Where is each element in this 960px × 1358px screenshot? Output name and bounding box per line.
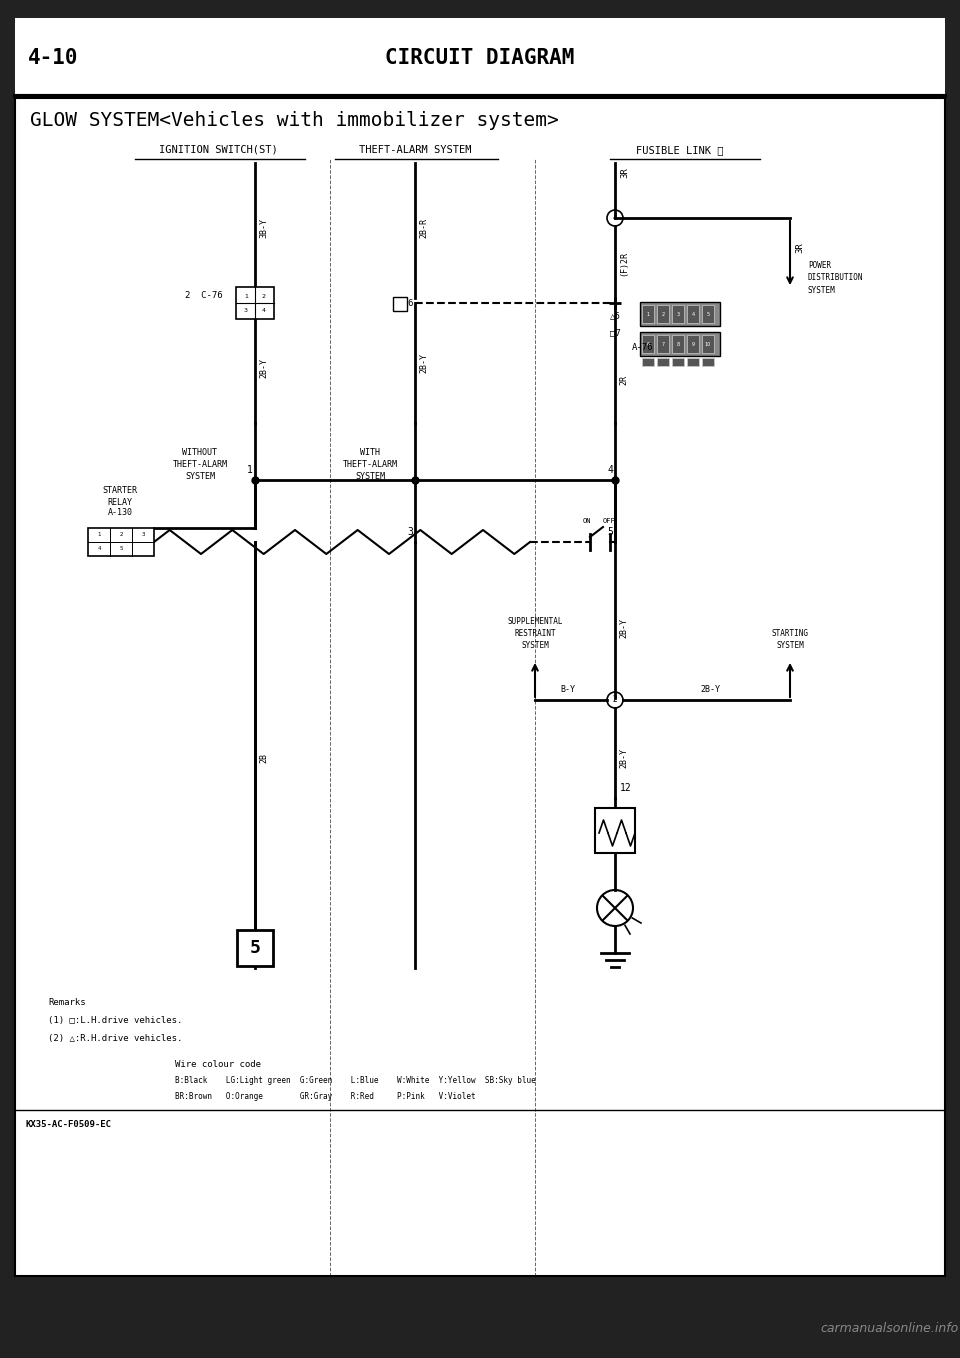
Text: B:Black    LG:Light green  G:Green    L:Blue    W:White  Y:Yellow  SB:Sky blue: B:Black LG:Light green G:Green L:Blue W:… xyxy=(175,1076,536,1085)
Bar xyxy=(672,335,684,353)
Text: 4: 4 xyxy=(97,546,101,551)
Text: 5: 5 xyxy=(119,546,123,551)
Text: 2: 2 xyxy=(661,311,664,316)
Bar xyxy=(657,306,669,323)
Text: 4-10: 4-10 xyxy=(28,48,79,68)
Text: carmanualsonline.info: carmanualsonline.info xyxy=(820,1321,958,1335)
Text: WITHOUT
THEFT-ALARM
SYSTEM: WITHOUT THEFT-ALARM SYSTEM xyxy=(173,448,228,481)
Text: 2B-Y: 2B-Y xyxy=(419,353,428,373)
Text: 2  C-76: 2 C-76 xyxy=(185,291,223,300)
Text: 7: 7 xyxy=(661,341,664,346)
Text: 5: 5 xyxy=(250,938,260,957)
Bar xyxy=(15,18,945,98)
Text: ON: ON xyxy=(583,517,591,524)
Text: 5: 5 xyxy=(707,311,709,316)
Text: 10: 10 xyxy=(705,341,711,346)
Text: 3B-Y: 3B-Y xyxy=(259,219,268,238)
Text: 1: 1 xyxy=(244,293,248,299)
Bar xyxy=(672,359,684,367)
Bar xyxy=(657,359,669,367)
Text: IGNITION SWITCH(ST): IGNITION SWITCH(ST) xyxy=(158,145,277,155)
Text: KX35-AC-F0509-EC: KX35-AC-F0509-EC xyxy=(26,1120,112,1128)
Bar xyxy=(393,297,407,311)
Bar xyxy=(687,306,699,323)
Bar xyxy=(640,331,720,356)
Bar xyxy=(687,335,699,353)
Text: SUPPLEMENTAL
RESTRAINT
SYSTEM: SUPPLEMENTAL RESTRAINT SYSTEM xyxy=(507,618,563,650)
Text: 9: 9 xyxy=(691,341,694,346)
Text: 8: 8 xyxy=(677,341,680,346)
Text: 3: 3 xyxy=(677,311,680,316)
Bar xyxy=(702,335,714,353)
Text: FUSIBLE LINK ⓒ: FUSIBLE LINK ⓒ xyxy=(636,145,724,155)
Text: 2R: 2R xyxy=(619,375,628,386)
Bar xyxy=(642,306,654,323)
Bar xyxy=(642,335,654,353)
Text: STARTING
SYSTEM: STARTING SYSTEM xyxy=(772,629,808,650)
Text: 2B-R: 2B-R xyxy=(419,219,428,238)
Bar xyxy=(657,335,669,353)
Bar xyxy=(88,528,154,555)
Text: 5: 5 xyxy=(607,527,613,536)
Text: △6: △6 xyxy=(610,311,621,320)
Text: 4: 4 xyxy=(607,464,613,475)
Text: (F)2R: (F)2R xyxy=(619,250,628,276)
Text: B-Y: B-Y xyxy=(560,684,575,694)
Text: A-130: A-130 xyxy=(108,508,132,517)
Text: POWER
DISTRIBUTION
SYSTEM: POWER DISTRIBUTION SYSTEM xyxy=(808,261,863,295)
Text: GLOW SYSTEM<Vehicles with immobilizer system>: GLOW SYSTEM<Vehicles with immobilizer sy… xyxy=(30,110,559,129)
Bar xyxy=(237,930,273,966)
Text: CIRCUIT DIAGRAM: CIRCUIT DIAGRAM xyxy=(385,48,575,68)
Text: 1: 1 xyxy=(247,464,253,475)
Text: 12: 12 xyxy=(620,784,632,793)
Text: 2: 2 xyxy=(612,695,617,705)
Text: OFF: OFF xyxy=(603,517,615,524)
Text: 2B-Y: 2B-Y xyxy=(619,748,628,769)
Text: 2B-Y: 2B-Y xyxy=(619,618,628,638)
Text: 4: 4 xyxy=(691,311,695,316)
Text: (1) □:L.H.drive vehicles.: (1) □:L.H.drive vehicles. xyxy=(48,1016,182,1025)
Text: Remarks: Remarks xyxy=(48,998,85,1008)
Bar xyxy=(702,359,714,367)
Text: 1: 1 xyxy=(646,311,650,316)
Text: 3R: 3R xyxy=(795,243,804,254)
Text: 2B: 2B xyxy=(259,752,268,763)
Bar xyxy=(702,306,714,323)
Text: STARTER
RELAY: STARTER RELAY xyxy=(103,486,137,507)
Text: 2B-Y: 2B-Y xyxy=(700,684,720,694)
Bar xyxy=(672,306,684,323)
Bar xyxy=(236,287,274,319)
Text: 3R: 3R xyxy=(620,167,629,178)
Text: 3: 3 xyxy=(141,532,145,538)
Bar xyxy=(687,359,699,367)
Text: A-76: A-76 xyxy=(632,344,654,353)
Bar xyxy=(642,359,654,367)
Text: Wire colour code: Wire colour code xyxy=(175,1061,261,1069)
Bar xyxy=(595,808,635,853)
Bar xyxy=(15,98,945,1277)
Text: 6: 6 xyxy=(407,299,413,307)
Text: BR:Brown   O:Orange        GR:Gray    R:Red     P:Pink   V:Violet: BR:Brown O:Orange GR:Gray R:Red P:Pink V… xyxy=(175,1092,475,1101)
Text: WITH
THEFT-ALARM
SYSTEM: WITH THEFT-ALARM SYSTEM xyxy=(343,448,397,481)
Text: 2B-Y: 2B-Y xyxy=(259,359,268,378)
Text: 4: 4 xyxy=(612,213,617,223)
Text: 6: 6 xyxy=(646,341,650,346)
Bar xyxy=(640,301,720,326)
Text: 4: 4 xyxy=(262,308,266,314)
Text: 2: 2 xyxy=(119,532,123,538)
Text: 3: 3 xyxy=(407,527,413,536)
Text: THEFT-ALARM SYSTEM: THEFT-ALARM SYSTEM xyxy=(359,145,471,155)
Text: □7: □7 xyxy=(610,329,621,338)
Text: 3: 3 xyxy=(244,308,248,314)
Text: 2: 2 xyxy=(262,293,266,299)
Text: (2) △:R.H.drive vehicles.: (2) △:R.H.drive vehicles. xyxy=(48,1033,182,1043)
Text: 1: 1 xyxy=(97,532,101,538)
